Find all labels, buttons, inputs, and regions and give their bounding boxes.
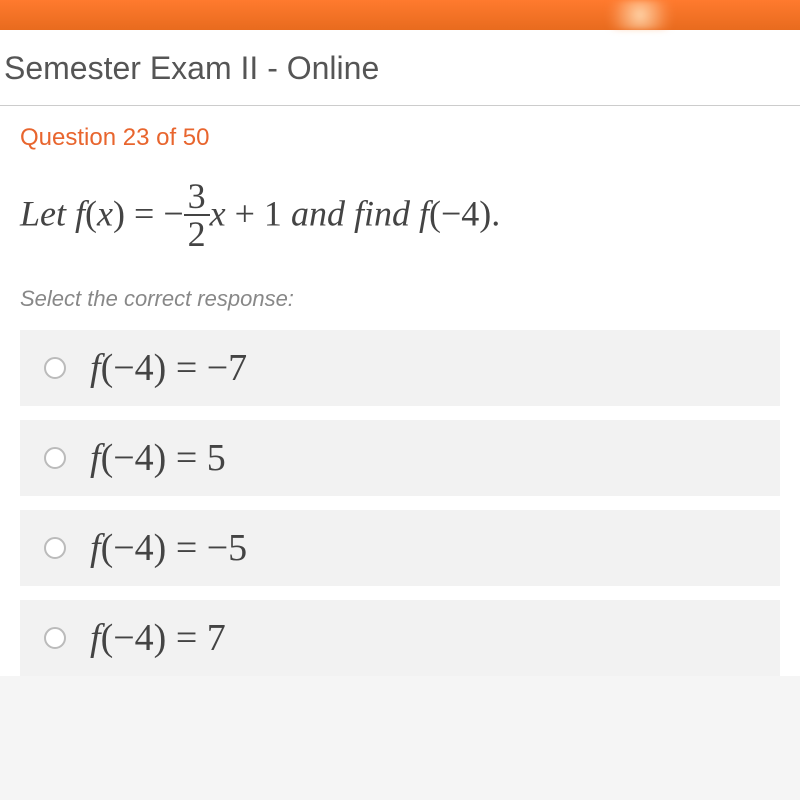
radio-icon[interactable] [44, 357, 66, 379]
opt-eq: = [166, 347, 206, 389]
question-panel: Question 23 of 50 Let f(x) = −32x + 1 an… [0, 106, 800, 676]
find-argument: −4 [441, 193, 479, 233]
opt-rhs: 5 [207, 437, 226, 479]
opt-open: ( [101, 527, 114, 569]
problem-statement: Let f(x) = −32x + 1 and find f(−4). [20, 180, 780, 254]
find-function-letter: f [419, 193, 429, 233]
option-b[interactable]: f(−4) = 5 [20, 420, 780, 496]
opt-close: ) [154, 617, 167, 659]
opt-rhs: 7 [207, 617, 226, 659]
option-c-text: f(−4) = −5 [90, 526, 247, 570]
opt-open: ( [101, 347, 114, 389]
text-let: Let [20, 193, 75, 233]
term-variable: x [210, 193, 226, 233]
find-open-paren: ( [429, 193, 441, 233]
fraction-numerator: 3 [184, 178, 210, 216]
option-a[interactable]: f(−4) = −7 [20, 330, 780, 406]
plus-one: + 1 [226, 193, 282, 233]
fraction-denominator: 2 [184, 216, 210, 252]
opt-rhs: −7 [207, 347, 247, 389]
fraction: 32 [184, 178, 210, 252]
opt-eq: = [166, 437, 206, 479]
period: . [491, 193, 500, 233]
opt-arg: −4 [113, 347, 153, 389]
function-var: x [97, 193, 113, 233]
opt-close: ) [154, 437, 167, 479]
opt-f: f [90, 437, 101, 479]
opt-f: f [90, 347, 101, 389]
glare-decoration [600, 0, 680, 30]
opt-rhs: −5 [207, 527, 247, 569]
function-letter: f [75, 193, 85, 233]
option-a-text: f(−4) = −7 [90, 346, 247, 390]
equals-sign: = [125, 193, 163, 233]
opt-open: ( [101, 617, 114, 659]
opt-close: ) [154, 527, 167, 569]
option-b-text: f(−4) = 5 [90, 436, 226, 480]
opt-arg: −4 [113, 527, 153, 569]
option-d-text: f(−4) = 7 [90, 616, 226, 660]
close-paren: ) [113, 193, 125, 233]
options-list: f(−4) = −7 f(−4) = 5 f(−4) = −5 f(−4) = … [20, 330, 780, 676]
instruction-text: Select the correct response: [20, 286, 780, 312]
opt-arg: −4 [113, 437, 153, 479]
radio-icon[interactable] [44, 447, 66, 469]
radio-icon[interactable] [44, 537, 66, 559]
opt-f: f [90, 617, 101, 659]
header-bar [0, 0, 800, 30]
option-c[interactable]: f(−4) = −5 [20, 510, 780, 586]
option-d[interactable]: f(−4) = 7 [20, 600, 780, 676]
radio-icon[interactable] [44, 627, 66, 649]
negative-sign: − [163, 193, 183, 233]
opt-close: ) [154, 347, 167, 389]
find-close-paren: ) [479, 193, 491, 233]
text-and-find: and find [282, 193, 419, 233]
opt-open: ( [101, 437, 114, 479]
exam-title: Semester Exam II - Online [0, 30, 800, 106]
question-counter: Question 23 of 50 [20, 124, 780, 152]
opt-eq: = [166, 527, 206, 569]
opt-f: f [90, 527, 101, 569]
opt-arg: −4 [113, 617, 153, 659]
opt-eq: = [166, 617, 206, 659]
open-paren: ( [85, 193, 97, 233]
